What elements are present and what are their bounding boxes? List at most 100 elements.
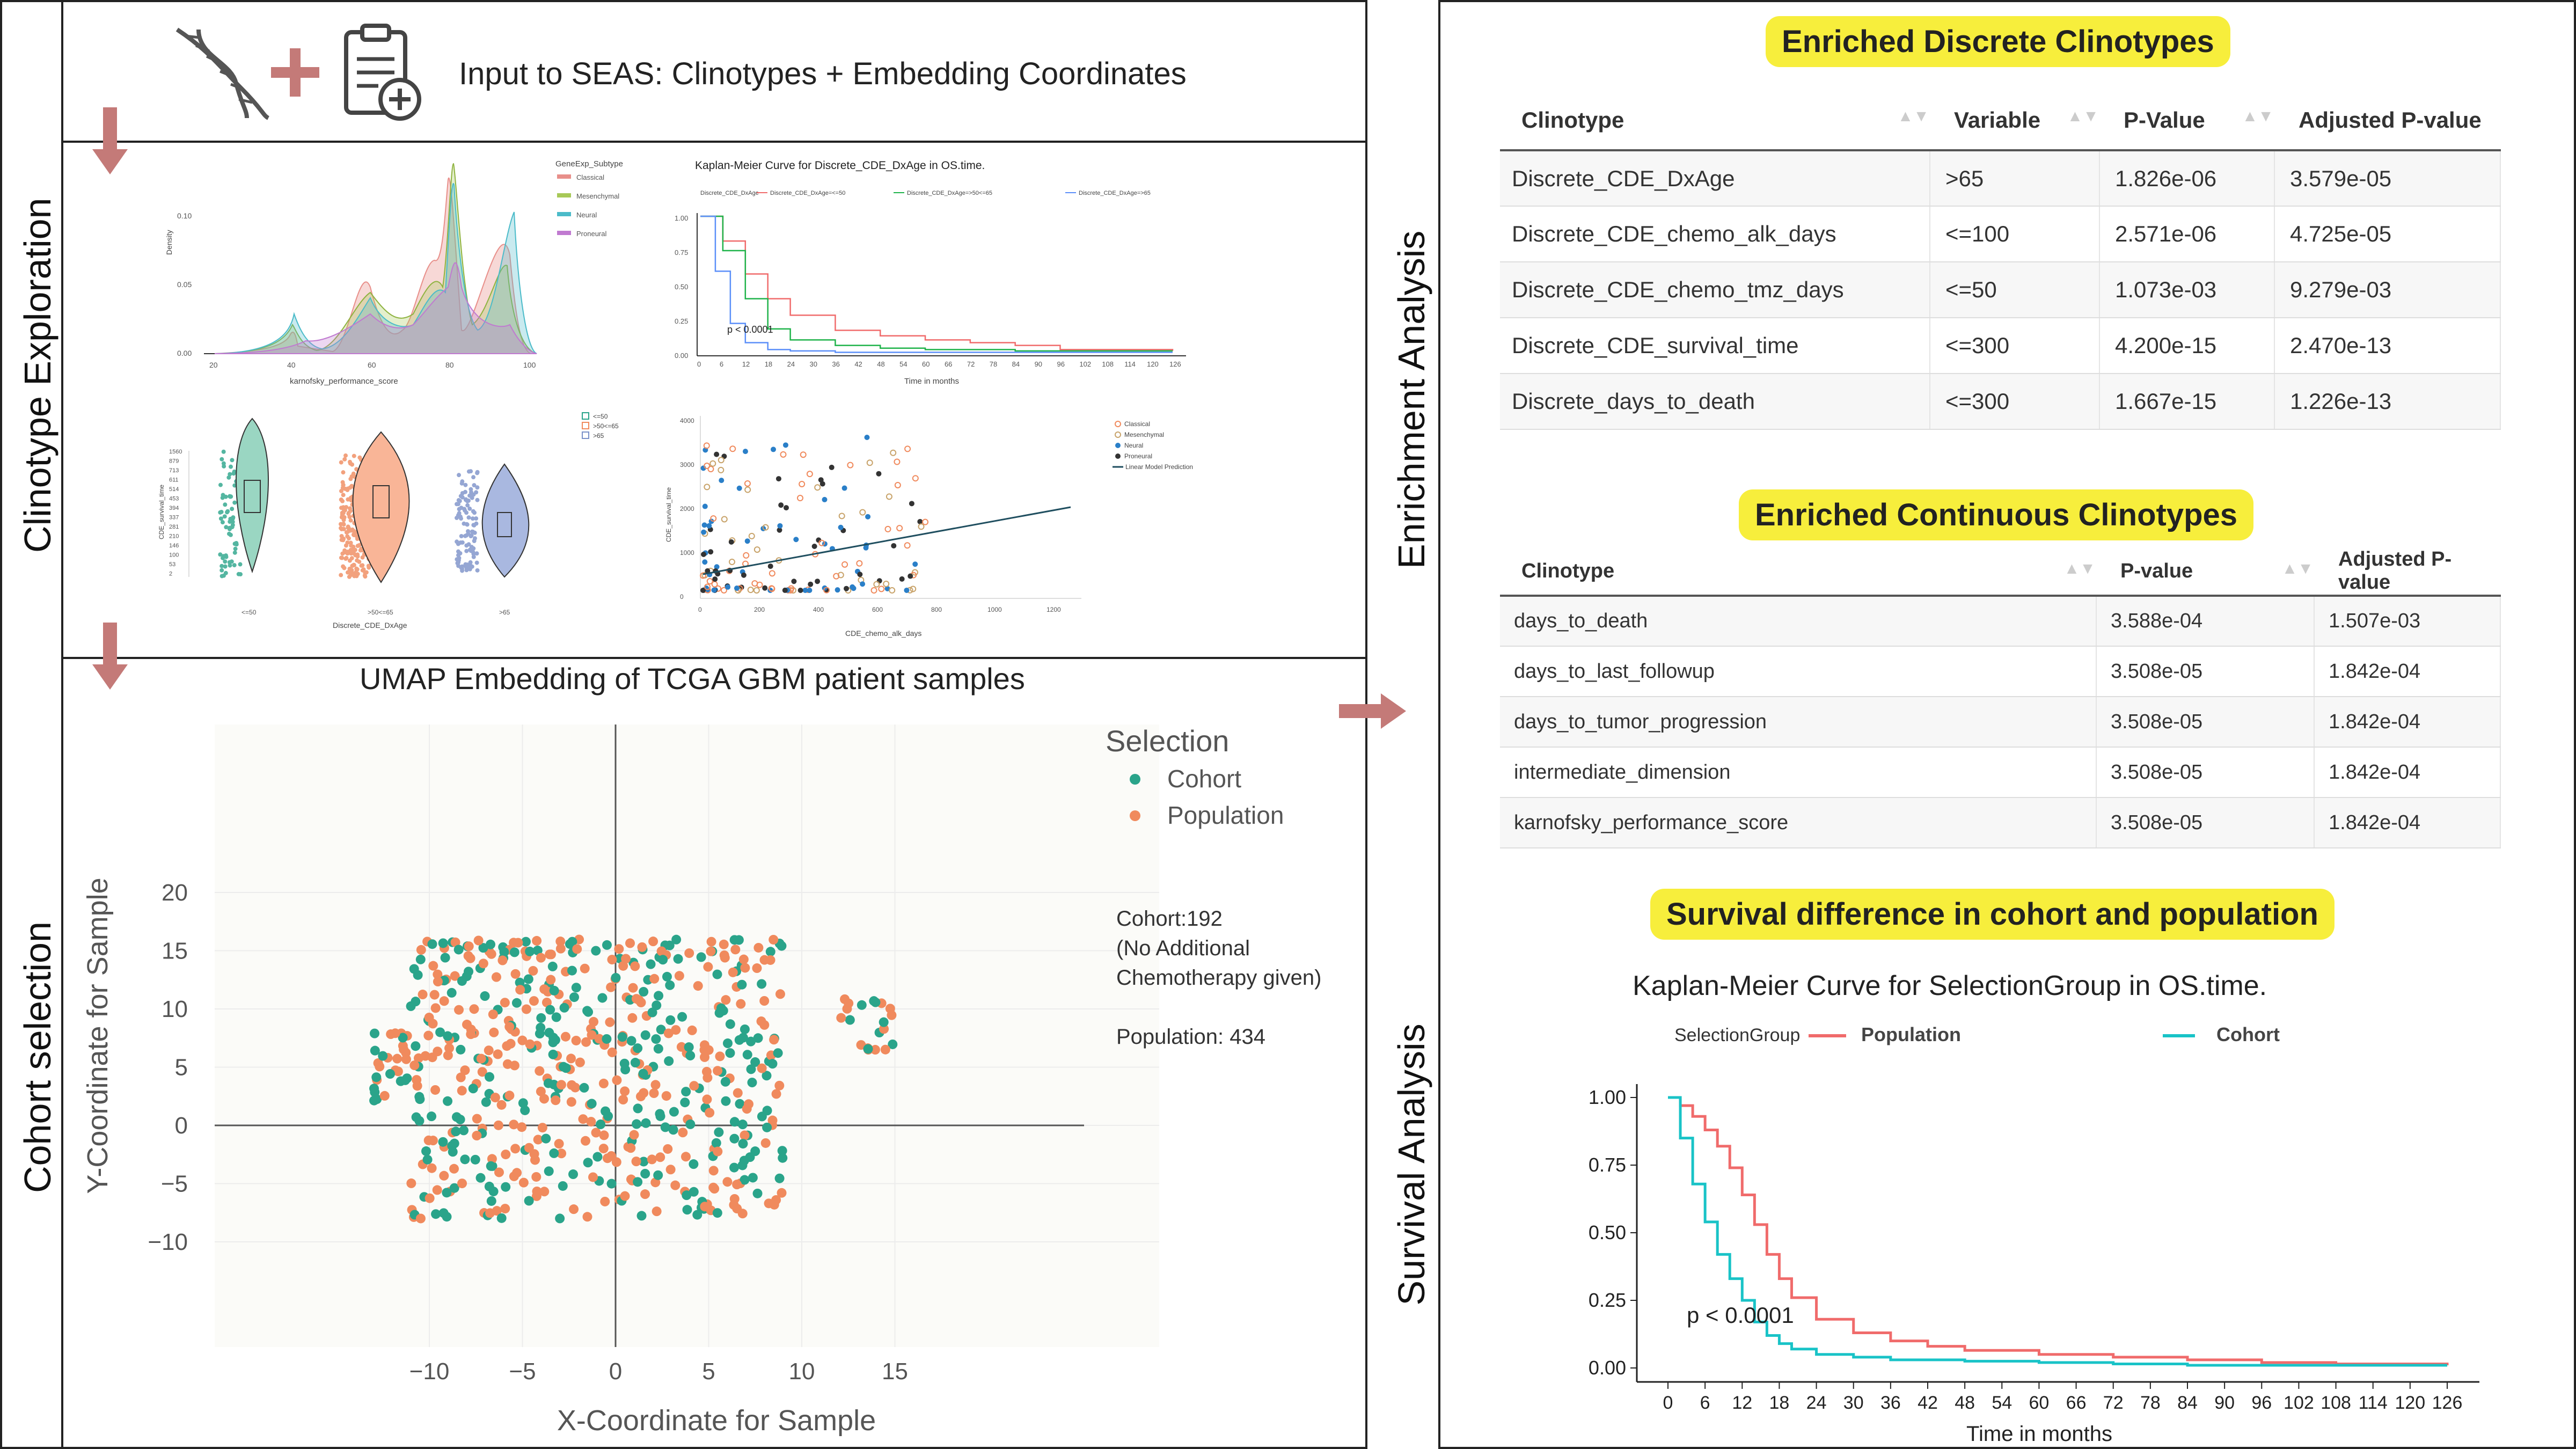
discrete-table: Clinotype ▲▼ Variable ▲▼ P-Value ▲▼ Adjuste… xyxy=(1500,91,2501,430)
scatter-small-point xyxy=(806,471,813,478)
km-small-xtick: 96 xyxy=(1057,360,1064,368)
umap-point-cohort xyxy=(777,941,787,951)
umap-point-cohort xyxy=(398,1033,408,1043)
scatter-small-point xyxy=(769,570,775,577)
umap-ytick: 15 xyxy=(162,938,188,964)
umap-point-population xyxy=(457,1179,467,1189)
umap-ytick: 20 xyxy=(162,880,188,906)
umap-point-cohort xyxy=(696,952,706,962)
umap-point-cohort xyxy=(602,1034,612,1044)
violin-ylabel: CDE_survival_time xyxy=(158,485,165,539)
umap-point-cohort xyxy=(681,1087,691,1097)
umap-point-population xyxy=(427,1163,437,1173)
density-xtick: 40 xyxy=(287,361,296,369)
violin-point xyxy=(459,533,464,538)
violin-point xyxy=(340,486,345,491)
umap-point-population xyxy=(640,1189,650,1199)
scatter-small-legend: Proneural xyxy=(1124,452,1152,460)
density-xtick: 20 xyxy=(209,361,218,369)
violin-point xyxy=(218,482,223,487)
violin-point xyxy=(474,551,479,556)
discrete-header[interactable]: Clinotype ▲▼ xyxy=(1500,91,1930,151)
scatter-small-point xyxy=(884,525,891,532)
umap-point-cohort xyxy=(680,1097,690,1108)
continuous-header[interactable]: Adjusted P-value xyxy=(2314,547,2500,597)
scatter-small-point xyxy=(835,587,840,593)
scatter-small-point xyxy=(771,447,777,452)
discrete-table-row: Discrete_days_to_death <=300 1.667e-15 1.22… xyxy=(1500,374,2501,430)
umap-point-population xyxy=(509,1119,519,1130)
umap-point-population xyxy=(620,1191,630,1201)
umap-point-cohort xyxy=(447,987,457,998)
scatter-small-point xyxy=(910,586,917,592)
umap-point-population xyxy=(501,1150,511,1160)
violin-point xyxy=(348,547,353,552)
umap-point-cohort xyxy=(738,1139,748,1149)
umap-point-population xyxy=(627,1013,638,1023)
umap-point-cohort xyxy=(525,946,535,956)
scatter-small-xtick: 1200 xyxy=(1046,606,1061,613)
scatter-small-point xyxy=(728,539,734,545)
km-small-legend-title: Discrete_CDE_DxAge xyxy=(700,190,759,196)
violin-ytick: 879 xyxy=(169,458,179,465)
violin-point xyxy=(456,553,461,558)
violin-point xyxy=(456,560,461,565)
umap-point-population xyxy=(473,935,484,946)
table-cell: intermediate_dimension xyxy=(1500,747,2097,798)
umap-point-cohort xyxy=(737,1119,748,1130)
umap-point-population xyxy=(634,995,644,1005)
discrete-header[interactable]: P-Value ▲▼ xyxy=(2099,91,2274,151)
scatter-small-point xyxy=(777,527,782,533)
umap-point-population xyxy=(729,1200,739,1210)
km-large-title: Kaplan-Meier Curve for SelectionGroup in… xyxy=(1633,970,2267,1001)
umap-point-cohort xyxy=(518,1098,528,1108)
umap-point-population xyxy=(715,1051,725,1062)
violin-ytick: 2 xyxy=(169,571,172,577)
violin-point xyxy=(231,471,236,476)
scatter-small-point xyxy=(922,518,929,525)
km-small-xlabel: Time in months xyxy=(904,377,959,386)
umap-annotation-line: Cohort:192 xyxy=(1116,907,1223,931)
umap-point-cohort xyxy=(460,1154,470,1165)
umap-legend-cohort: Cohort xyxy=(1167,765,1241,793)
umap-point-cohort xyxy=(729,935,740,945)
scatter-small-point xyxy=(768,585,775,592)
scatter-small-xlabel: CDE_chemo_alk_days xyxy=(845,629,921,638)
violin-legend-item: >50<=65 xyxy=(593,422,619,430)
scatter-small-point xyxy=(802,587,808,593)
km-large-xtick: 12 xyxy=(1732,1393,1752,1413)
umap-point-cohort xyxy=(520,1105,530,1115)
km-large-ytick: 0.25 xyxy=(1589,1289,1626,1311)
umap-point-cohort xyxy=(369,1028,379,1038)
umap-point-population xyxy=(494,1167,504,1177)
violin-point xyxy=(472,483,477,488)
umap-point-cohort xyxy=(457,976,467,986)
umap-point-cohort xyxy=(630,1058,640,1068)
continuous-header[interactable]: P-value ▲▼ xyxy=(2096,547,2314,597)
violin-point xyxy=(457,499,462,503)
umap-point-cohort xyxy=(857,1000,867,1010)
violin-point xyxy=(354,569,358,574)
umap-point-population xyxy=(693,981,703,991)
violin-point xyxy=(475,471,480,475)
km-large-xtick: 126 xyxy=(2432,1393,2463,1413)
umap-point-population xyxy=(740,1130,750,1140)
umap-point-cohort xyxy=(486,1196,496,1206)
km-large-xtick: 30 xyxy=(1843,1393,1864,1413)
umap-point-population xyxy=(486,949,496,959)
violin-point xyxy=(355,558,360,563)
km-small-ytick: 0.75 xyxy=(675,248,688,257)
continuous-header[interactable]: Clinotype ▲▼ xyxy=(1500,547,2096,597)
discrete-header[interactable]: Variable ▲▼ xyxy=(1930,91,2099,151)
umap-point-cohort xyxy=(596,1119,606,1130)
scatter-small-point xyxy=(778,502,784,508)
umap-point-cohort xyxy=(653,1044,663,1054)
scatter-small-point xyxy=(896,525,903,532)
umap-point-cohort xyxy=(415,954,426,964)
violin-point xyxy=(218,552,223,557)
discrete-header[interactable]: Adjusted P-value xyxy=(2274,91,2500,151)
umap-point-cohort xyxy=(478,943,488,953)
km-large-plot: Kaplan-Meier Curve for SelectionGroup in… xyxy=(1589,970,2479,1446)
umap-point-population xyxy=(600,1196,610,1206)
umap-point-cohort xyxy=(739,1155,749,1166)
